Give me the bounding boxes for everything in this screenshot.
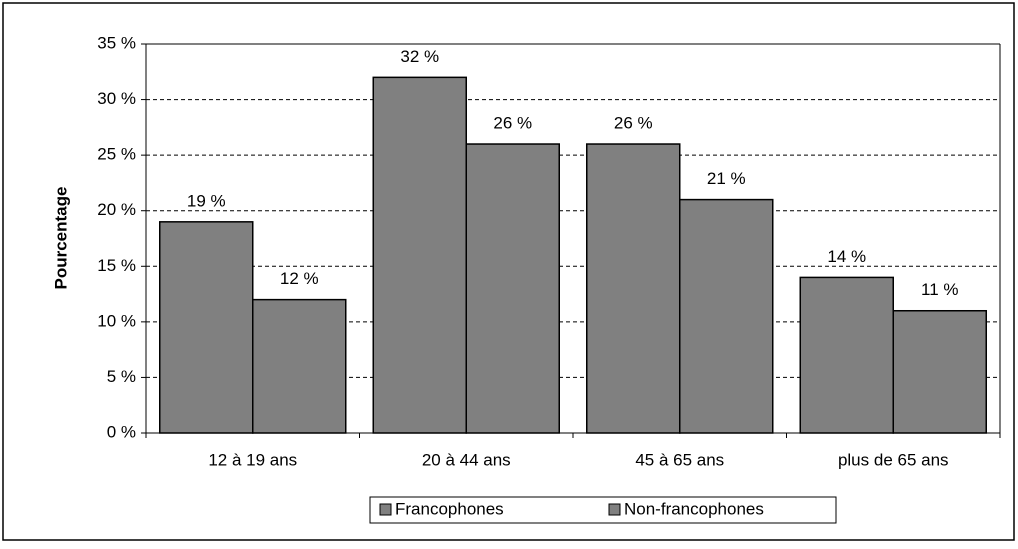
x-tick-label: 12 à 19 ans <box>208 450 297 469</box>
value-label: 19 % <box>187 191 226 210</box>
legend-label: Non-francophones <box>624 499 764 518</box>
y-tick-label: 35 % <box>97 33 136 52</box>
legend-swatch <box>608 503 621 516</box>
bar <box>799 276 894 434</box>
x-tick-label: 45 à 65 ans <box>635 450 724 469</box>
bar <box>892 309 987 434</box>
value-label: 26 % <box>614 114 653 133</box>
legend-box <box>369 496 837 524</box>
y-tick-label: 25 % <box>97 145 136 164</box>
value-label: 11 % <box>921 280 959 299</box>
x-tick-label: 20 à 44 ans <box>422 450 511 469</box>
y-tick-label: 30 % <box>97 89 136 108</box>
value-label: 32 % <box>400 47 439 66</box>
y-tick-label: 20 % <box>97 200 136 219</box>
x-tick-label: plus de 65 ans <box>838 450 949 469</box>
value-label: 21 % <box>707 169 746 188</box>
value-label: 26 % <box>493 114 532 133</box>
y-tick-label: 0 % <box>107 422 136 441</box>
value-label: 14 % <box>827 247 866 266</box>
legend-swatch <box>379 503 392 516</box>
bar <box>252 298 347 434</box>
y-tick-label: 5 % <box>107 367 136 386</box>
bar <box>465 143 560 434</box>
bar <box>159 221 254 434</box>
value-label: 12 % <box>280 269 319 288</box>
y-axis-label: Pourcentage <box>51 187 70 290</box>
y-tick-label: 15 % <box>97 256 136 275</box>
legend-label: Francophones <box>395 499 504 518</box>
bar <box>586 143 681 434</box>
bar <box>679 198 774 434</box>
bar <box>372 76 467 434</box>
y-tick-label: 10 % <box>97 311 136 330</box>
